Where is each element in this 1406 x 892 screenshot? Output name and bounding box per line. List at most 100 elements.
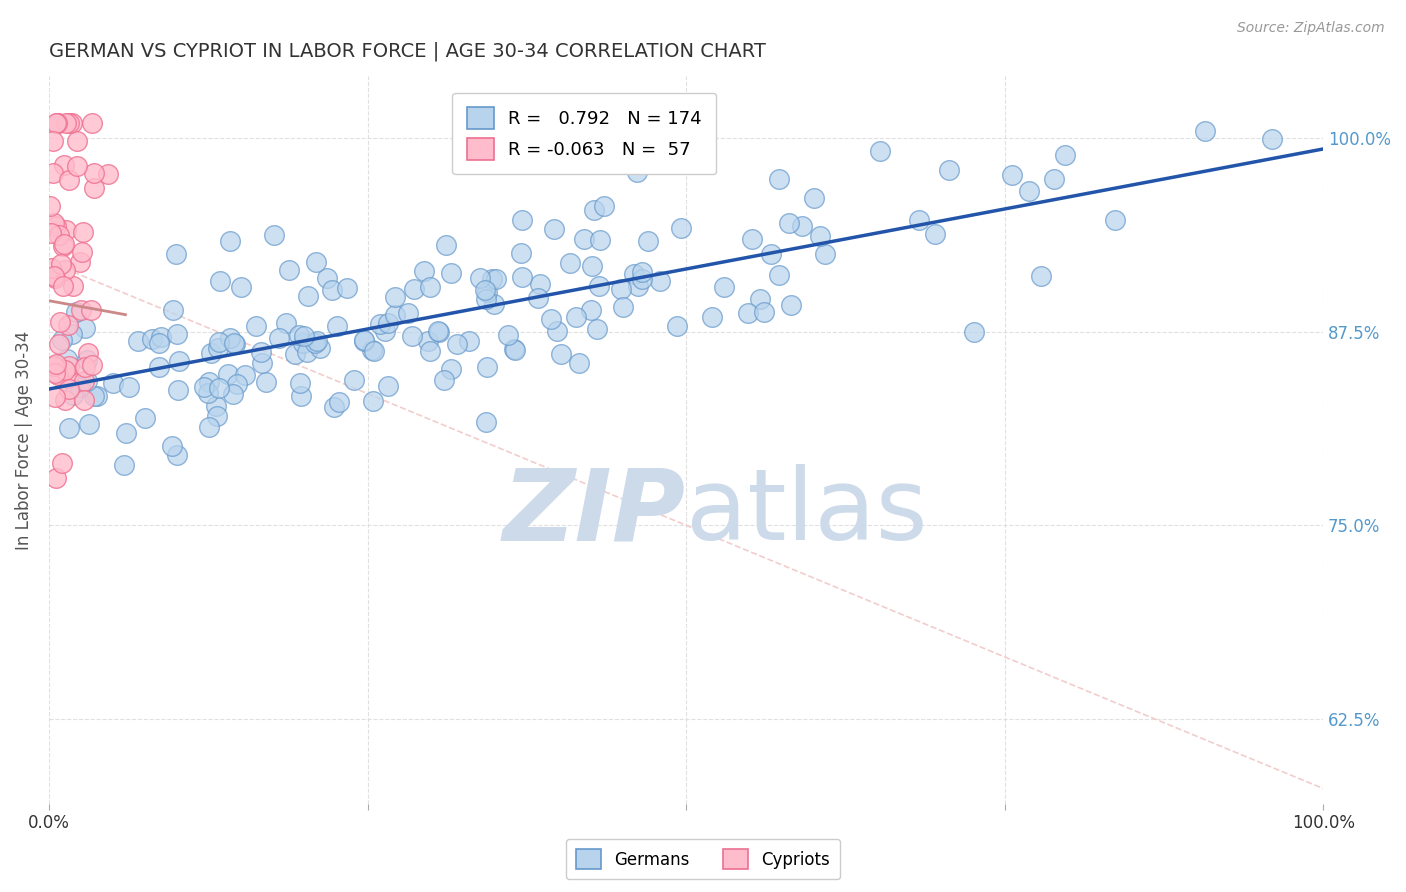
Point — [377, 379, 399, 393]
Point — [193, 380, 215, 394]
Point — [475, 292, 498, 306]
Point — [252, 356, 274, 370]
Point — [39, 260, 62, 275]
Point — [1029, 269, 1052, 284]
Point — [588, 279, 610, 293]
Point — [263, 227, 285, 242]
Point — [510, 212, 533, 227]
Point — [62, 116, 84, 130]
Point — [46, 116, 69, 130]
Point — [583, 203, 606, 218]
Point — [496, 328, 519, 343]
Point — [741, 232, 763, 246]
Point — [44, 359, 66, 374]
Point — [370, 317, 392, 331]
Point — [612, 300, 634, 314]
Point — [475, 285, 498, 300]
Point — [307, 334, 329, 348]
Point — [44, 359, 66, 373]
Point — [52, 158, 75, 172]
Point — [713, 279, 735, 293]
Point — [752, 305, 775, 319]
Point — [292, 336, 315, 351]
Point — [484, 271, 506, 285]
Legend: Germans, Cypriots: Germans, Cypriots — [567, 838, 839, 880]
Point — [336, 281, 359, 295]
Point — [274, 316, 297, 330]
Point — [510, 270, 533, 285]
Point — [83, 180, 105, 194]
Point — [581, 260, 603, 274]
Point — [440, 362, 463, 376]
Text: Source: ZipAtlas.com: Source: ZipAtlas.com — [1237, 21, 1385, 35]
Point — [197, 385, 219, 400]
Point — [62, 278, 84, 293]
Point — [73, 374, 96, 388]
Point — [509, 245, 531, 260]
Point — [433, 373, 456, 387]
Point — [115, 425, 138, 440]
Point — [45, 471, 67, 485]
Point — [198, 376, 221, 390]
Point — [419, 343, 441, 358]
Point — [45, 219, 67, 233]
Point — [48, 227, 70, 242]
Point — [568, 356, 591, 370]
Point — [288, 376, 311, 390]
Point — [70, 245, 93, 260]
Point — [803, 190, 825, 204]
Point — [45, 116, 67, 130]
Point — [527, 291, 550, 305]
Point — [80, 116, 103, 130]
Point — [908, 213, 931, 227]
Point — [474, 283, 496, 297]
Point — [56, 318, 79, 332]
Point — [290, 389, 312, 403]
Point — [1104, 212, 1126, 227]
Point — [150, 329, 173, 343]
Point — [328, 395, 350, 409]
Point — [267, 331, 290, 345]
Point — [361, 343, 384, 358]
Point — [73, 360, 96, 375]
Point — [256, 376, 278, 390]
Point — [585, 322, 607, 336]
Point — [134, 410, 156, 425]
Y-axis label: In Labor Force | Age 30-34: In Labor Force | Age 30-34 — [15, 330, 32, 549]
Point — [353, 333, 375, 347]
Point — [353, 334, 375, 349]
Point — [51, 333, 73, 347]
Point — [761, 247, 783, 261]
Point — [292, 328, 315, 343]
Point — [416, 334, 439, 349]
Point — [458, 334, 481, 348]
Point — [222, 387, 245, 401]
Text: GERMAN VS CYPRIOT IN LABOR FORCE | AGE 30-34 CORRELATION CHART: GERMAN VS CYPRIOT IN LABOR FORCE | AGE 3… — [49, 42, 766, 62]
Point — [75, 321, 97, 335]
Point — [207, 409, 229, 423]
Point — [48, 337, 70, 351]
Point — [429, 325, 451, 339]
Point — [69, 380, 91, 394]
Point — [148, 360, 170, 375]
Point — [72, 225, 94, 239]
Point — [118, 380, 141, 394]
Point — [148, 335, 170, 350]
Point — [564, 310, 586, 324]
Point — [363, 344, 385, 359]
Point — [323, 400, 346, 414]
Point — [49, 315, 72, 329]
Point — [80, 303, 103, 318]
Point — [97, 167, 120, 181]
Point — [200, 346, 222, 360]
Point — [938, 162, 960, 177]
Point — [77, 346, 100, 360]
Point — [546, 324, 568, 338]
Point — [217, 367, 239, 381]
Point — [44, 366, 66, 380]
Point — [76, 374, 98, 388]
Point — [623, 267, 645, 281]
Point — [650, 274, 672, 288]
Point — [574, 232, 596, 246]
Point — [62, 388, 84, 402]
